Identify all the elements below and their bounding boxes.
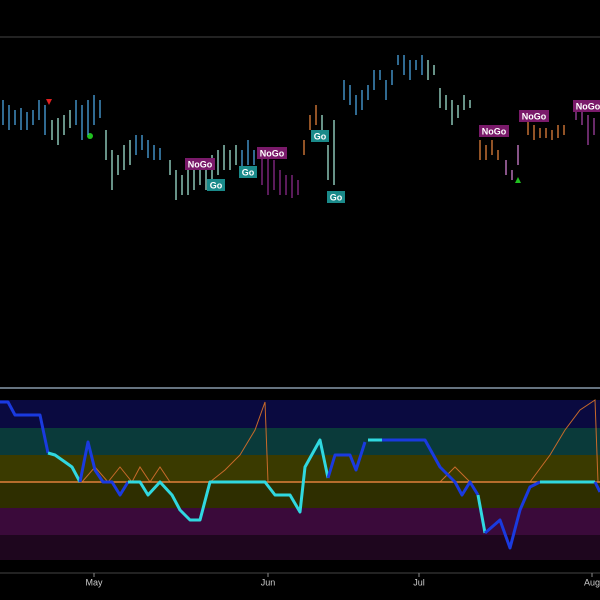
oscillator-line xyxy=(326,441,367,479)
band xyxy=(0,535,600,560)
annotation-label: Go xyxy=(210,180,223,190)
oscillator-line xyxy=(382,438,480,497)
annotation-box xyxy=(239,166,257,178)
annotation-label: NoGo xyxy=(576,101,600,111)
nogo-fan xyxy=(209,401,269,483)
annotation-label: Go xyxy=(330,192,343,202)
oscillator-line xyxy=(78,440,130,497)
nogo-fan xyxy=(439,466,471,483)
annotation-box xyxy=(573,100,600,112)
signal xyxy=(515,177,521,183)
signal xyxy=(46,99,52,105)
annotation-label: Go xyxy=(242,167,255,177)
annotation-box xyxy=(479,125,509,137)
oscillator-line xyxy=(128,438,330,522)
oscillator-line xyxy=(593,481,600,493)
annotation-label: Go xyxy=(314,131,327,141)
annotation-box xyxy=(207,179,225,191)
annotation-label: NoGo xyxy=(522,111,547,121)
nogo-fan xyxy=(529,399,599,483)
band xyxy=(0,400,600,428)
oscillator-line xyxy=(476,494,487,534)
x-tick-label: Jun xyxy=(261,577,276,587)
x-tick-label: May xyxy=(85,577,103,587)
band xyxy=(0,428,600,455)
annotation-box xyxy=(311,130,329,142)
annotation-label: NoGo xyxy=(482,126,507,136)
band xyxy=(0,455,600,482)
annotation-box xyxy=(327,191,345,203)
annotation-label: NoGo xyxy=(260,148,285,158)
oscillator-line xyxy=(484,480,541,550)
annotation-box xyxy=(185,158,215,170)
oscillator-line xyxy=(0,400,50,454)
annotation-box xyxy=(257,147,287,159)
oscillator-line xyxy=(47,451,82,483)
x-tick-label: Jul xyxy=(413,577,425,587)
annotation-label: NoGo xyxy=(188,159,213,169)
annotation-box xyxy=(519,110,549,122)
x-tick-label: Aug xyxy=(584,577,600,587)
